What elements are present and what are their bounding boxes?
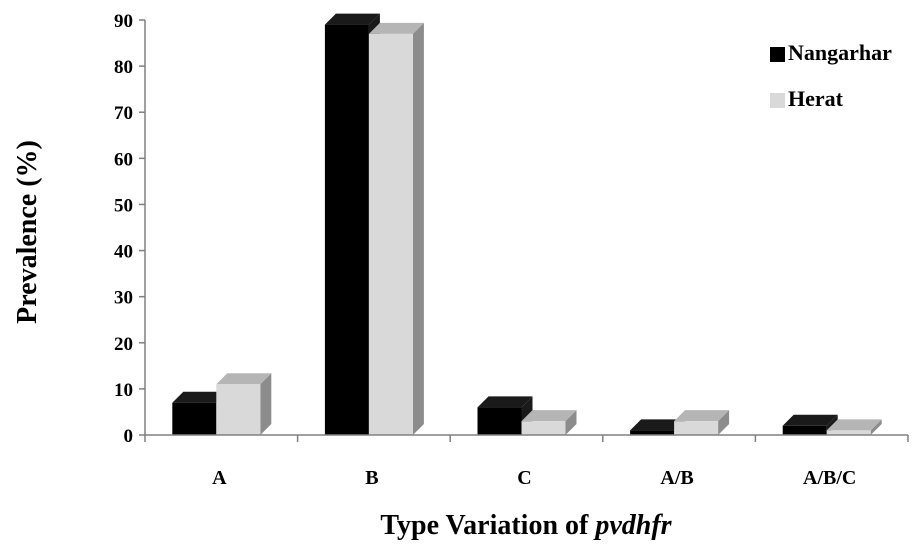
bar-top xyxy=(630,419,686,431)
bar-side xyxy=(718,410,730,435)
y-tick-label: 60 xyxy=(114,149,133,170)
category-label: A xyxy=(212,467,227,489)
bar-side xyxy=(565,410,577,435)
legend-item: Herat xyxy=(770,86,844,111)
y-tick-label: 80 xyxy=(114,57,133,78)
bar-top xyxy=(826,419,882,431)
bar-front xyxy=(324,24,369,435)
y-tick-label: 40 xyxy=(114,242,133,263)
legend-label: Nangarhar xyxy=(788,40,892,65)
bar-front xyxy=(826,430,871,435)
category-label: B xyxy=(365,467,378,489)
bar-front xyxy=(216,384,261,435)
legend-item: Nangarhar xyxy=(770,40,892,65)
x-ticks-layer: A B C A/B A/B/C xyxy=(144,435,909,489)
x-axis-title-italic: pvdhfr xyxy=(593,510,672,541)
bar xyxy=(826,419,882,435)
x-axis-title: Type Variation of pvdhfr xyxy=(380,510,672,541)
bar-top xyxy=(324,13,380,25)
legend-label: Herat xyxy=(788,86,844,111)
bar xyxy=(521,410,577,435)
y-tick-label: 50 xyxy=(114,195,133,216)
bar-side xyxy=(260,373,272,435)
bar xyxy=(674,410,730,435)
y-tick-label: 20 xyxy=(114,334,133,355)
y-tick-label: 30 xyxy=(114,288,133,309)
bar-side xyxy=(870,419,882,435)
category-label: A/B xyxy=(660,467,693,489)
legend-swatch xyxy=(770,93,785,108)
bar-top xyxy=(477,396,533,408)
y-axis-title: Prevalence (%) xyxy=(12,140,43,324)
y-tick-label: 10 xyxy=(114,380,133,401)
y-tick-label: 0 xyxy=(124,426,134,447)
bar xyxy=(368,22,424,435)
category-label: A/B/C xyxy=(803,467,856,489)
bar-top xyxy=(521,410,577,422)
bar-front xyxy=(521,421,566,435)
y-ticks-layer: 0 10 20 30 40 50 60 70 80 90 xyxy=(114,11,145,447)
y-tick-label: 70 xyxy=(114,103,133,124)
bar xyxy=(477,396,533,435)
bar-top xyxy=(368,22,424,34)
bar xyxy=(216,373,272,435)
bar-top xyxy=(782,414,838,426)
bar-top xyxy=(172,391,228,403)
bar-front xyxy=(674,421,719,435)
legend-swatch xyxy=(770,47,785,62)
x-axis-title-main: Type Variation of xyxy=(380,510,589,541)
category-label: C xyxy=(517,467,531,489)
bar-front xyxy=(782,425,827,435)
bar-front xyxy=(630,430,675,435)
bar-top xyxy=(674,410,730,422)
bar-top xyxy=(216,373,272,385)
legend: Nangarhar Herat xyxy=(770,40,892,111)
bar-front xyxy=(477,407,522,435)
bar-side xyxy=(412,22,424,435)
bar-front xyxy=(172,402,217,435)
bars-layer xyxy=(172,13,882,435)
bar-front xyxy=(368,33,413,435)
y-tick-label: 90 xyxy=(114,11,133,32)
